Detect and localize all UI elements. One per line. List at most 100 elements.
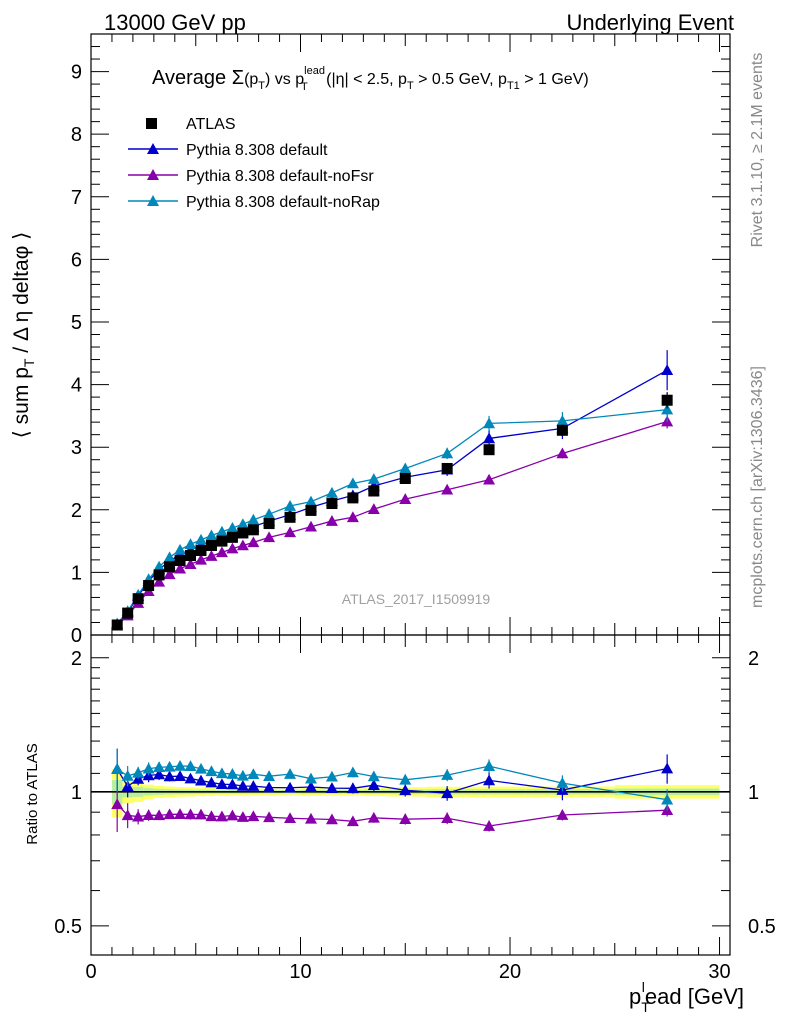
series-point <box>284 526 297 538</box>
series-point <box>215 525 228 537</box>
y-tick-label: 3 <box>71 437 82 459</box>
title-cuts-a-sub: T <box>407 80 414 92</box>
title-vs-sup: lead <box>304 65 325 77</box>
ratio-point <box>346 815 359 827</box>
series-point <box>661 403 674 415</box>
ratio-point <box>153 768 166 780</box>
ratio-point <box>399 773 412 785</box>
legend-marker-atlas <box>146 118 157 129</box>
series-point <box>194 553 207 565</box>
series-point <box>346 477 359 489</box>
y-tick-label: 7 <box>71 187 82 209</box>
y-axis-label-sub: T <box>21 358 37 367</box>
y-tick-label: 2 <box>71 500 82 522</box>
legend-marker-norap <box>147 195 159 206</box>
series-point <box>284 500 297 511</box>
series-point <box>163 551 176 563</box>
y-tick-label: 8 <box>71 124 82 146</box>
legend-label-norap: Pythia 8.308 default-noRap <box>186 194 380 211</box>
series-point <box>304 520 317 532</box>
ratio-point <box>556 809 569 820</box>
data-point <box>122 607 134 619</box>
x-tick-label: 30 <box>708 961 730 983</box>
ratio-point <box>184 760 197 771</box>
title-cuts-b: > 0.5 GeV, p <box>414 71 507 88</box>
ratio-point <box>236 811 249 822</box>
ratio-point <box>483 774 496 786</box>
title-cuts-a: (|η| < 2.5, p <box>322 71 407 88</box>
mcplots-reference-label: mcplots.cern.ch [arXiv:1306.3436] <box>749 366 766 608</box>
y-tick-label: 1 <box>71 562 82 584</box>
data-point <box>368 485 380 497</box>
ratio-point <box>174 770 187 782</box>
x-tick-label: 0 <box>85 961 96 983</box>
series-point <box>367 473 380 484</box>
series-point <box>194 533 207 545</box>
ratio-point <box>441 787 454 799</box>
y-tick-label: 6 <box>71 249 82 271</box>
ratio-tick-label-right: 0.5 <box>748 916 776 938</box>
data-point <box>441 462 453 474</box>
series-point <box>247 536 260 548</box>
data-point <box>284 511 296 523</box>
ratio-point <box>247 810 260 822</box>
series-point <box>325 486 338 498</box>
series-point <box>163 568 176 580</box>
y-axis-label: ⟨ sum pT / Δ η deltaφ ⟩ <box>10 232 37 439</box>
data-point <box>399 472 411 484</box>
header-left-label: 13000 GeV pp <box>104 10 246 35</box>
series-point <box>483 432 496 444</box>
ratio-point <box>441 769 454 780</box>
ratio-point <box>247 768 260 780</box>
ratio-point <box>174 759 187 771</box>
series-point <box>399 462 412 474</box>
ratio-point <box>194 762 207 774</box>
data-series <box>111 350 674 832</box>
data-point <box>174 555 186 567</box>
ratio-point <box>263 770 276 781</box>
x-tick-label: 10 <box>289 961 311 983</box>
ratio-point <box>346 782 359 794</box>
series-point <box>556 414 569 426</box>
ratio-point <box>226 768 239 779</box>
ratio-point <box>346 766 359 778</box>
ratio-point <box>153 761 166 773</box>
ratio-point <box>367 779 380 790</box>
data-point <box>483 444 495 456</box>
ratio-point <box>174 808 187 819</box>
series-point <box>205 529 218 541</box>
series-line <box>116 369 668 625</box>
ratio-point <box>215 767 228 779</box>
data-point <box>263 518 275 530</box>
ratio-point <box>661 793 674 805</box>
ratio-point <box>325 782 338 793</box>
ratio-point <box>184 772 197 784</box>
ratio-point <box>263 811 276 823</box>
data-point <box>153 569 165 581</box>
axis-ticks <box>90 34 730 955</box>
ratio-point <box>284 812 297 824</box>
title-arg-open: (p <box>244 71 258 88</box>
series-point <box>174 562 187 574</box>
ratio-point <box>215 778 228 790</box>
ratio-tick-label-left: 2 <box>71 648 82 670</box>
ratio-point <box>142 762 155 774</box>
ratio-tick-label-left: 1 <box>71 782 82 804</box>
title-cuts-c: > 1 GeV) <box>520 71 589 88</box>
ratio-point <box>153 809 166 821</box>
ratio-point <box>661 762 674 774</box>
rivet-version-label: Rivet 3.1.10, ≥ 2.1M events <box>749 53 766 248</box>
series-point <box>483 473 496 485</box>
series-point <box>153 560 166 572</box>
title-sigma: Σ <box>232 67 244 89</box>
ratio-point <box>184 808 197 820</box>
ratio-point <box>304 772 317 784</box>
ratio-point <box>367 811 380 823</box>
y-tick-label: 5 <box>71 312 82 334</box>
ratio-point <box>163 808 176 820</box>
data-point <box>164 561 176 573</box>
series-point <box>153 575 166 587</box>
series-atlas <box>111 392 673 631</box>
ratio-tick-label-right: 2 <box>748 648 759 670</box>
ratio-point <box>121 769 134 781</box>
